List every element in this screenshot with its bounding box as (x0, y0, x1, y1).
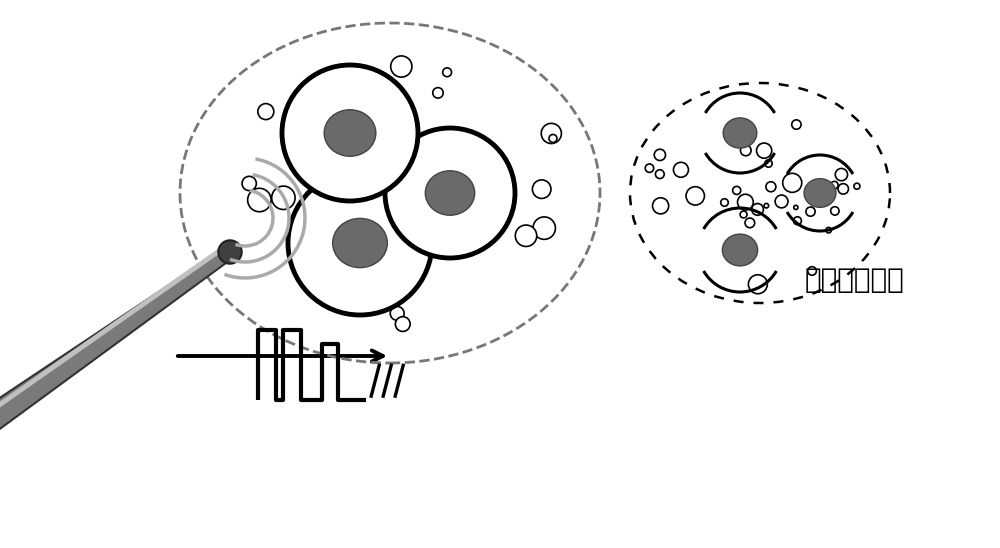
Ellipse shape (438, 144, 447, 152)
Ellipse shape (398, 171, 419, 192)
Ellipse shape (745, 218, 755, 228)
Ellipse shape (655, 151, 662, 159)
Ellipse shape (740, 145, 751, 156)
Ellipse shape (533, 217, 555, 239)
Ellipse shape (358, 78, 375, 95)
Ellipse shape (408, 217, 415, 225)
Ellipse shape (808, 267, 816, 275)
Ellipse shape (748, 275, 767, 294)
Ellipse shape (352, 122, 362, 132)
Ellipse shape (425, 171, 475, 215)
Ellipse shape (333, 218, 387, 267)
Ellipse shape (838, 184, 848, 194)
Ellipse shape (765, 160, 772, 167)
Ellipse shape (752, 203, 763, 215)
Ellipse shape (721, 199, 728, 206)
Ellipse shape (483, 186, 491, 195)
Ellipse shape (376, 134, 390, 149)
Ellipse shape (218, 241, 242, 264)
Text: 不可逆声穿孔: 不可逆声穿孔 (805, 266, 905, 294)
Ellipse shape (449, 199, 467, 217)
Ellipse shape (422, 220, 441, 239)
Ellipse shape (541, 123, 561, 144)
Ellipse shape (272, 186, 295, 209)
Ellipse shape (433, 88, 443, 98)
Ellipse shape (733, 186, 741, 195)
Ellipse shape (775, 195, 788, 208)
Ellipse shape (757, 143, 772, 158)
Ellipse shape (686, 187, 704, 205)
Ellipse shape (344, 227, 363, 246)
Ellipse shape (515, 225, 537, 247)
Ellipse shape (500, 176, 514, 190)
Ellipse shape (722, 234, 758, 266)
Ellipse shape (389, 248, 396, 254)
Ellipse shape (390, 306, 404, 321)
Ellipse shape (654, 149, 666, 161)
Ellipse shape (324, 110, 376, 156)
Ellipse shape (389, 141, 396, 149)
Ellipse shape (242, 176, 256, 191)
Ellipse shape (385, 128, 515, 258)
Ellipse shape (248, 189, 271, 212)
Ellipse shape (740, 211, 747, 218)
Ellipse shape (653, 198, 669, 214)
Ellipse shape (258, 104, 274, 119)
Ellipse shape (764, 203, 769, 208)
Ellipse shape (282, 65, 418, 201)
Ellipse shape (306, 191, 312, 197)
Ellipse shape (360, 157, 380, 178)
Ellipse shape (375, 242, 383, 249)
Ellipse shape (443, 68, 452, 77)
Ellipse shape (464, 232, 469, 237)
Ellipse shape (723, 118, 757, 148)
Ellipse shape (419, 181, 429, 192)
Ellipse shape (835, 168, 848, 181)
Ellipse shape (794, 206, 798, 209)
Ellipse shape (549, 134, 557, 142)
Ellipse shape (343, 104, 354, 115)
Ellipse shape (806, 207, 815, 216)
Ellipse shape (831, 181, 838, 189)
Ellipse shape (434, 207, 444, 216)
Ellipse shape (831, 207, 839, 215)
Polygon shape (0, 244, 227, 416)
Polygon shape (0, 247, 234, 431)
Ellipse shape (391, 56, 412, 77)
Ellipse shape (854, 183, 860, 189)
Ellipse shape (783, 173, 802, 192)
Ellipse shape (738, 194, 753, 210)
Ellipse shape (361, 219, 373, 230)
Ellipse shape (395, 317, 410, 332)
Ellipse shape (826, 227, 831, 233)
Ellipse shape (376, 85, 389, 98)
Ellipse shape (645, 164, 654, 173)
Ellipse shape (655, 170, 664, 179)
Ellipse shape (288, 171, 432, 315)
Ellipse shape (447, 175, 469, 197)
Ellipse shape (792, 120, 801, 129)
Ellipse shape (673, 162, 688, 177)
Ellipse shape (804, 179, 836, 207)
Ellipse shape (532, 180, 551, 198)
Ellipse shape (766, 182, 776, 192)
Ellipse shape (793, 217, 801, 225)
Ellipse shape (446, 239, 452, 246)
Ellipse shape (314, 220, 333, 238)
Ellipse shape (380, 92, 394, 106)
